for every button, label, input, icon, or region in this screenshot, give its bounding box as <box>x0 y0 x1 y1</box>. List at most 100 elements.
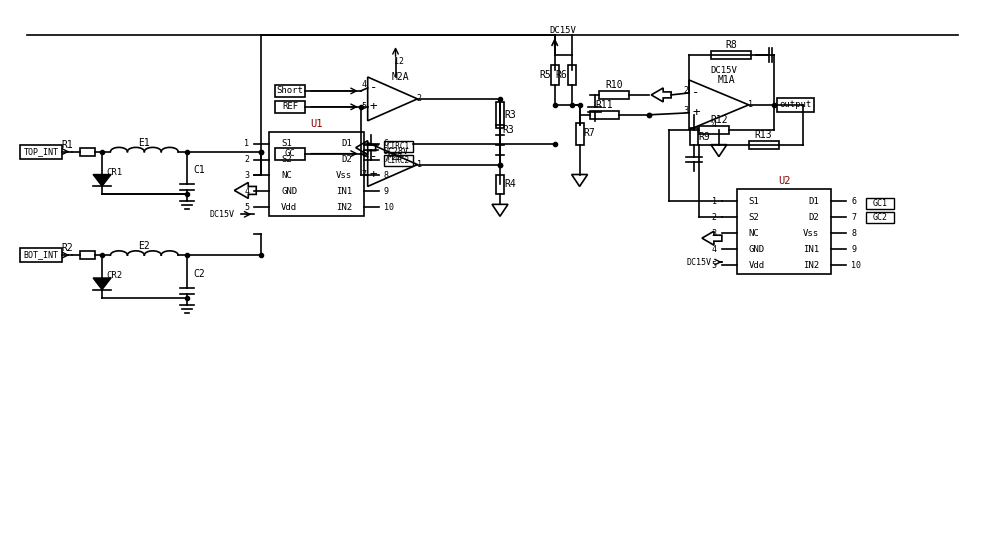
Text: GND: GND <box>281 187 297 196</box>
Text: 8: 8 <box>384 171 389 180</box>
Text: R11: R11 <box>596 100 613 110</box>
Text: C2: C2 <box>194 269 205 279</box>
Text: -: - <box>370 150 377 163</box>
Text: E2: E2 <box>138 241 150 251</box>
Text: DC15V: DC15V <box>209 210 234 219</box>
Bar <box>866 212 894 223</box>
Text: D1: D1 <box>809 197 819 206</box>
Polygon shape <box>93 278 111 289</box>
Text: 9: 9 <box>384 187 389 196</box>
Bar <box>777 98 814 112</box>
Text: 5: 5 <box>712 261 717 269</box>
Bar <box>80 251 95 259</box>
Bar <box>599 91 629 99</box>
Bar <box>711 51 751 59</box>
Text: 4: 4 <box>361 81 366 89</box>
Text: 2: 2 <box>684 86 689 95</box>
Text: R6: R6 <box>556 70 568 80</box>
Text: +: + <box>692 106 700 119</box>
Text: 7: 7 <box>851 213 856 222</box>
Text: S2: S2 <box>281 155 292 164</box>
Text: GC2: GC2 <box>873 213 888 222</box>
Bar <box>496 175 504 194</box>
Text: C1: C1 <box>194 164 205 175</box>
Text: CR1: CR1 <box>106 168 122 177</box>
Text: NC: NC <box>281 171 292 180</box>
Text: R4: R4 <box>504 180 516 189</box>
Text: Short: Short <box>277 86 304 95</box>
Text: IN2: IN2 <box>336 203 352 212</box>
Text: TOP_INT: TOP_INT <box>24 147 59 156</box>
Text: 12: 12 <box>394 57 404 66</box>
Text: REF: REF <box>282 102 298 112</box>
Text: Vss: Vss <box>336 171 352 180</box>
Bar <box>275 101 305 113</box>
Bar <box>384 154 413 165</box>
Text: 6: 6 <box>361 150 366 159</box>
Text: R1: R1 <box>61 140 73 150</box>
Text: 1: 1 <box>748 100 753 109</box>
Text: 4: 4 <box>244 187 249 196</box>
Text: 10: 10 <box>384 203 394 212</box>
Text: CR2: CR2 <box>106 271 122 281</box>
Text: 3: 3 <box>712 228 717 238</box>
Text: DC28V: DC28V <box>383 147 408 156</box>
Text: -: - <box>692 86 700 100</box>
Text: 1: 1 <box>244 139 249 148</box>
Text: U2: U2 <box>778 176 790 187</box>
Text: 1: 1 <box>417 160 422 169</box>
Bar <box>20 248 62 262</box>
Bar <box>699 126 729 134</box>
Text: R7: R7 <box>584 128 595 138</box>
Text: 2: 2 <box>244 155 249 164</box>
Text: R2: R2 <box>61 243 73 253</box>
Text: -: - <box>370 82 377 95</box>
Text: 1: 1 <box>712 197 717 206</box>
Bar <box>866 199 894 209</box>
Text: R5: R5 <box>539 70 551 80</box>
Text: output: output <box>779 100 812 109</box>
Text: S1: S1 <box>749 197 759 206</box>
Text: CIRC2: CIRC2 <box>387 156 410 165</box>
Text: 4: 4 <box>712 245 717 254</box>
Text: IN2: IN2 <box>803 261 819 269</box>
Text: D2: D2 <box>809 213 819 222</box>
Text: M2A: M2A <box>392 72 409 82</box>
Text: DC15V: DC15V <box>687 257 712 267</box>
Text: R9: R9 <box>698 132 710 141</box>
Text: GND: GND <box>749 245 765 254</box>
Text: GC1: GC1 <box>873 199 888 208</box>
Text: 2: 2 <box>417 95 422 103</box>
Text: IN1: IN1 <box>803 245 819 254</box>
Text: 2: 2 <box>712 213 717 222</box>
Text: 8: 8 <box>851 228 856 238</box>
Text: DC15V: DC15V <box>710 65 737 75</box>
Text: U1: U1 <box>310 119 323 129</box>
Bar <box>80 147 95 156</box>
Text: IN1: IN1 <box>336 187 352 196</box>
Bar <box>20 145 62 159</box>
Bar <box>269 132 364 217</box>
Bar <box>590 111 619 119</box>
Text: 7: 7 <box>384 155 389 164</box>
Bar <box>576 123 584 145</box>
Text: S1: S1 <box>281 139 292 148</box>
Text: Vdd: Vdd <box>281 203 297 212</box>
Text: D2: D2 <box>341 155 352 164</box>
Text: 9: 9 <box>851 245 856 254</box>
Text: R8: R8 <box>725 40 737 50</box>
Text: Vss: Vss <box>803 228 819 238</box>
Bar <box>384 141 413 152</box>
Text: D1: D1 <box>341 139 352 148</box>
Bar <box>568 65 576 85</box>
Text: R13: R13 <box>755 129 772 140</box>
Text: 3: 3 <box>244 171 249 180</box>
Text: 3: 3 <box>684 106 689 115</box>
Text: 7: 7 <box>361 170 366 179</box>
Text: E1: E1 <box>138 138 150 147</box>
Text: R10: R10 <box>606 80 623 90</box>
Text: 5: 5 <box>244 203 249 212</box>
Text: +: + <box>370 100 377 113</box>
Polygon shape <box>93 175 111 186</box>
Bar <box>275 147 305 159</box>
